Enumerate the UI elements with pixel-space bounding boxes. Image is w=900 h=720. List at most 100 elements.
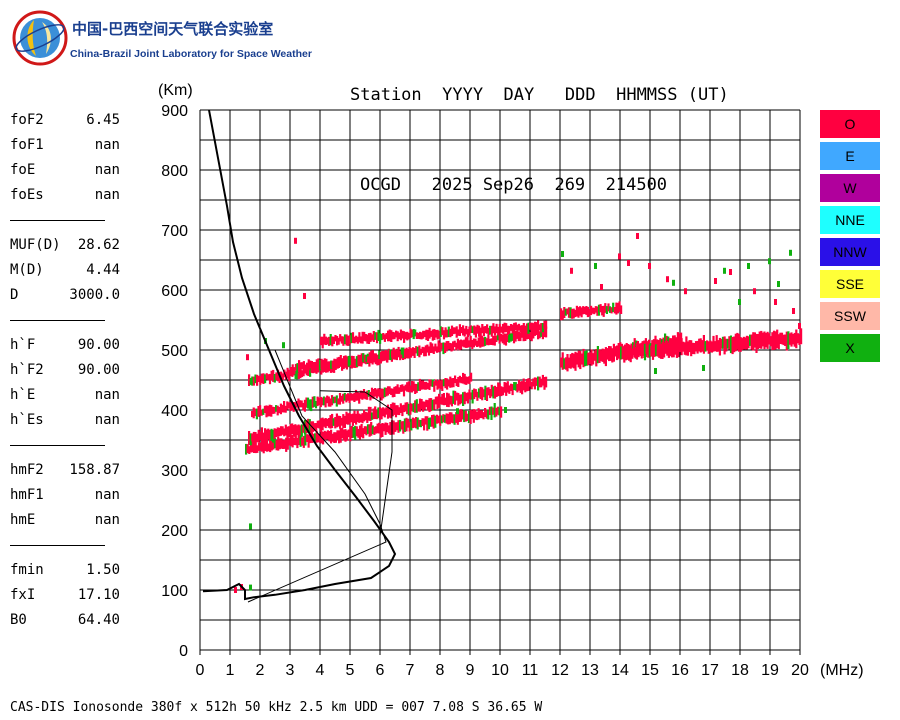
echo-mark [322,359,325,371]
echo-mark [374,426,378,434]
echo-mark [358,413,361,423]
echo-mark [327,418,330,428]
echo-mark [276,369,280,382]
echo-mark [478,325,481,337]
echo-mark [331,364,334,373]
echo-mark [264,439,267,451]
echo-mark [283,439,286,449]
echo-mark [522,378,525,391]
echo-mark [458,375,461,383]
echo-mark [448,342,451,350]
echo-mark [356,410,359,423]
echo-mark [463,409,466,423]
echo-mark [363,331,366,341]
echo-mark [361,331,364,344]
echo-mark [524,325,527,332]
echo-mark [471,410,474,420]
echo-mark [495,323,498,334]
echo-mark [471,389,474,404]
echo-mark [595,349,598,367]
echo-mark [313,396,316,407]
echo-mark [279,403,282,415]
echo-mark [330,429,333,444]
echo-mark [322,396,326,406]
echo-mark [422,401,425,412]
x-tick-label: 5 [346,662,355,679]
echo-mark [693,343,696,355]
parameter-separator [10,320,105,321]
echo-mark [452,327,455,335]
echo-mark [500,333,503,342]
echo-mark [272,369,275,382]
echo-mark [366,412,369,423]
echo-mark [259,442,262,451]
echo-mark [364,392,367,400]
echo-mark [501,334,504,344]
echo-mark [614,346,617,357]
echo-mark [391,402,394,417]
echo-mark [268,404,271,417]
echo-mark [308,419,311,433]
echo-mark [317,434,320,443]
echo-mark [292,424,295,437]
echo-mark [331,360,334,368]
echo-mark [465,392,468,402]
echo-mark [593,350,596,361]
echo-mark [409,403,412,415]
echo-mark [561,352,564,370]
echo-mark [369,406,372,422]
echo-mark [745,335,748,350]
echo-mark [455,412,458,423]
echo-mark [460,394,463,404]
echo-mark [377,407,380,419]
y-tick-label: 600 [161,283,188,300]
echo-point-o [714,278,717,284]
echo-mark [253,444,256,453]
echo-mark [584,351,587,367]
echo-mark [442,342,445,355]
echo-mark [332,336,335,344]
echo-mark [371,334,374,341]
parameter-row: D 3000.0 [10,283,130,308]
echo-mark [273,428,276,439]
echo-mark [399,403,402,413]
echo-mark [442,393,445,406]
echo-mark [569,354,572,369]
echo-mark [428,327,431,339]
echo-mark [426,400,429,411]
echo-mark [254,408,257,417]
echo-mark [347,335,350,346]
echo-mark [333,363,336,373]
echo-mark [326,361,330,370]
echo-mark [328,361,331,370]
echo-mark [485,387,489,401]
echo-mark [469,335,472,347]
echo-mark [350,355,354,367]
echo-mark [753,332,756,348]
echo-mark [376,423,379,434]
echo-mark [590,349,593,366]
echo-mark [462,392,465,406]
echo-mark [430,380,433,387]
echo-mark [631,348,634,359]
echo-mark [465,325,468,335]
echo-mark [414,383,417,394]
echo-mark [310,421,313,435]
echo-mark [346,356,349,365]
echo-mark [772,330,776,350]
echo-mark [296,370,299,380]
echo-mark [406,402,409,415]
echo-mark [329,334,332,346]
echo-mark [381,423,384,437]
parameter-row: hmF2 158.87 [10,458,130,483]
echo-mark [318,435,321,443]
echo-mark [347,429,350,438]
echo-mark [431,343,434,353]
echo-mark [423,330,426,337]
echo-mark [527,322,530,334]
echo-mark [439,380,442,390]
echo-mark [449,395,452,405]
echo-mark [431,399,434,411]
echo-mark [500,326,503,333]
echo-mark [702,335,705,354]
